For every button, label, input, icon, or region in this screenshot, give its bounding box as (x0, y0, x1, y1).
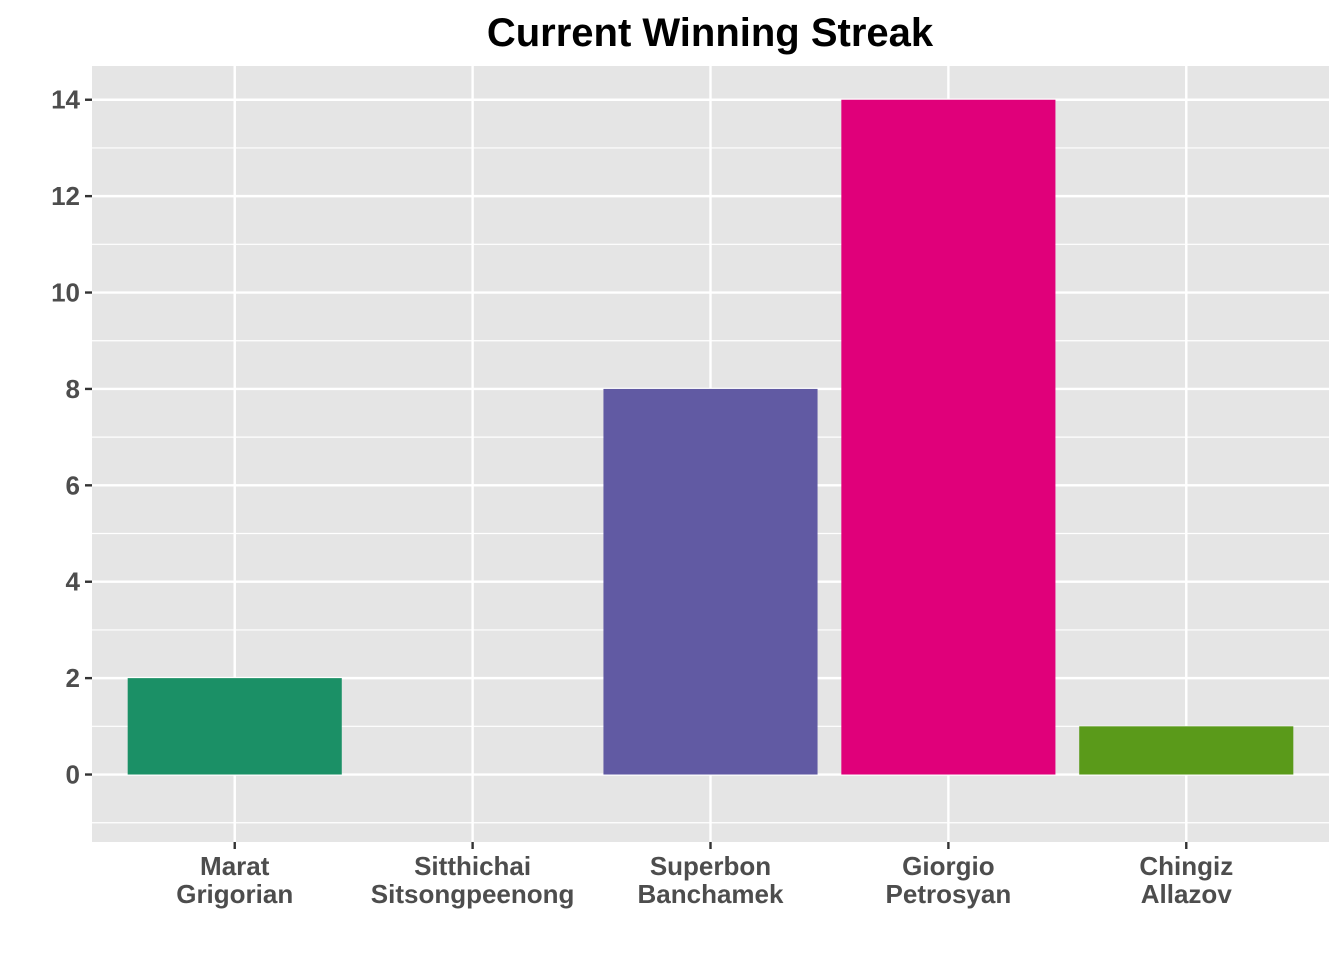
y-tick-label: 8 (66, 374, 80, 404)
y-tick-label: 4 (66, 567, 81, 597)
x-tick-label-line: Giorgio (902, 851, 994, 881)
bar (127, 678, 342, 775)
x-tick-label: Superbon Banchamek (638, 851, 784, 909)
x-tick-label: Chingiz Allazov (1139, 851, 1233, 909)
x-tick-label-line: Marat (200, 851, 270, 881)
x-tick-label-line: Chingiz (1139, 851, 1233, 881)
y-tick-label: 12 (51, 181, 80, 211)
x-tick-label-line: Sitthichai (414, 851, 531, 881)
bar (603, 388, 818, 775)
x-tick-label-line: Banchamek (638, 879, 784, 909)
x-tick-label-line: Grigorian (176, 879, 293, 909)
y-tick-label: 0 (66, 760, 80, 790)
x-tick-label: Sitthichai Sitsongpeenong (371, 851, 575, 909)
x-tick-label-line: Sitsongpeenong (371, 879, 575, 909)
chart-title: Current Winning Streak (487, 11, 934, 55)
x-tick-label-line: Allazov (1141, 879, 1233, 909)
y-tick-label: 10 (51, 278, 80, 308)
x-tick-label-line: Petrosyan (886, 879, 1012, 909)
y-axis: 0 2 4 6 8 10 12 14 (51, 85, 92, 790)
bars (127, 99, 1294, 775)
x-tick-label: Giorgio Petrosyan (886, 851, 1012, 909)
x-axis: Marat Grigorian Sitthichai Sitsongpeenong Su… (176, 842, 1233, 909)
x-tick-label-line: Superbon (650, 851, 771, 881)
y-tick-label: 2 (66, 663, 80, 693)
bar (1079, 726, 1294, 775)
bar (841, 99, 1056, 775)
y-tick-label: 6 (66, 470, 80, 500)
x-tick-label: Marat Grigorian (176, 851, 293, 909)
y-tick-label: 14 (51, 85, 80, 115)
